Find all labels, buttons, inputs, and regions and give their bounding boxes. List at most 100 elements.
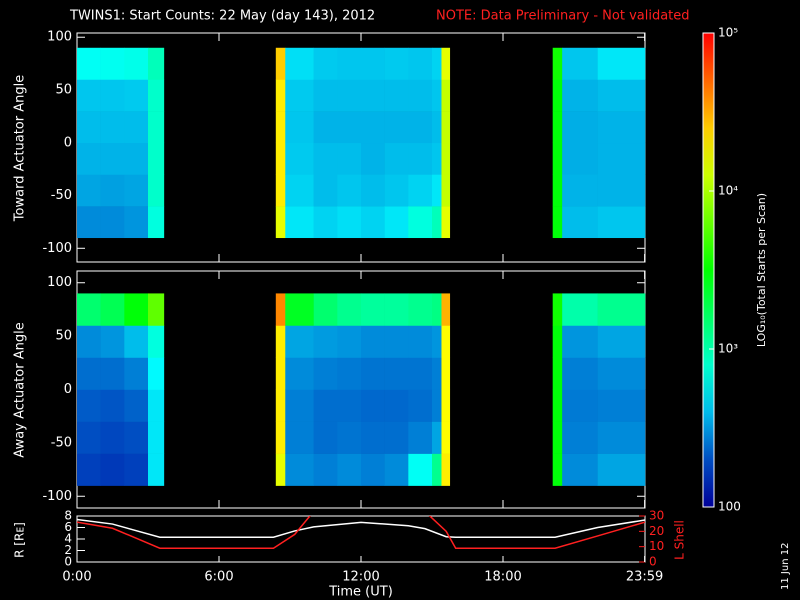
heatmap-cell (124, 174, 149, 207)
colorbar-tick-label: 100 (718, 500, 741, 514)
heatmap-cell (552, 206, 563, 239)
heatmap-cell (562, 453, 598, 486)
heatmap-cell (361, 389, 385, 422)
heatmap-cell (562, 389, 598, 422)
heatmap-cell (562, 357, 598, 390)
heatmap-cell (552, 79, 563, 112)
y-tick-label: 0 (64, 382, 72, 397)
heatmap-cell (77, 293, 101, 326)
x-tick-label: 0:00 (62, 570, 91, 585)
heatmap-cell (408, 174, 433, 207)
heatmap-cell (100, 325, 125, 358)
heatmap-cell (100, 111, 125, 144)
series-line (77, 516, 645, 549)
heatmap-cell (408, 79, 433, 112)
heatmap-cell (77, 142, 101, 175)
heatmap-cell (313, 325, 338, 358)
y2-axis-label: L Shell (673, 520, 687, 560)
heatmap-cell (361, 142, 385, 175)
heatmap-cell (148, 142, 165, 175)
heatmap-cell (337, 421, 362, 454)
heatmap-cell (148, 293, 165, 326)
heatmap-cell (337, 111, 362, 144)
heatmap-cell (408, 357, 433, 390)
heatmap-cell (597, 389, 646, 422)
heatmap-cell (597, 111, 646, 144)
heatmap-cell (384, 389, 409, 422)
heatmap-cell (552, 325, 563, 358)
heatmap-cell (384, 142, 409, 175)
heatmap-cell (100, 389, 125, 422)
heatmap-cell (77, 325, 101, 358)
y-tick-label: 0 (64, 555, 72, 569)
heatmap-cell (597, 206, 646, 239)
heatmap-cell (552, 357, 563, 390)
heatmap-cell (384, 293, 409, 326)
heatmap-cell (285, 389, 314, 422)
heatmap-cell (597, 453, 646, 486)
heatmap-cell (441, 357, 451, 390)
heatmap-cell (441, 453, 451, 486)
heatmap-cell (432, 453, 442, 486)
heatmap-cell (361, 206, 385, 239)
heatmap-cell (124, 293, 149, 326)
y-tick-label: -50 (51, 188, 72, 203)
colorbar (702, 32, 715, 508)
heatmap-cell (148, 47, 165, 80)
heatmap-cell (285, 174, 314, 207)
heatmap-cell (313, 111, 338, 144)
heatmap-cell (337, 325, 362, 358)
heatmap-cell (100, 453, 125, 486)
heatmap-cell (285, 206, 314, 239)
heatmap-cell (100, 79, 125, 112)
heatmap-cell (361, 325, 385, 358)
heatmap-cell (77, 79, 101, 112)
heatmap-cell (432, 111, 442, 144)
heatmap-cell (552, 174, 563, 207)
heatmap-cell (552, 142, 563, 175)
heatmap-cell (552, 47, 563, 80)
heatmap-cell (337, 357, 362, 390)
y-tick-label: -100 (42, 489, 72, 504)
heatmap-cell (100, 142, 125, 175)
heatmap-cell (313, 47, 338, 80)
heatmap-cell (384, 357, 409, 390)
heatmap-cell (275, 293, 286, 326)
heatmap-cell (337, 79, 362, 112)
y-tick-label: 2 (64, 543, 72, 557)
y2-tick-label: 20 (649, 524, 664, 538)
heatmap-cell (384, 325, 409, 358)
heatmap-cell (597, 47, 646, 80)
heatmap-cell (432, 293, 442, 326)
heatmap-cell (597, 174, 646, 207)
heatmap-cell (100, 206, 125, 239)
heatmap-cell (384, 206, 409, 239)
heatmap-cell (285, 142, 314, 175)
heatmap-cell (562, 142, 598, 175)
heatmap-cell (384, 79, 409, 112)
y-axis-label: Toward Actuator Angle (13, 75, 28, 222)
heatmap-cell (597, 293, 646, 326)
heatmap-cell (552, 293, 563, 326)
heatmap-cell (77, 357, 101, 390)
heatmap-cell (361, 174, 385, 207)
y-tick-label: 50 (55, 329, 72, 344)
heatmap-cell (285, 421, 314, 454)
heatmap-cell (124, 206, 149, 239)
heatmap-cell (432, 357, 442, 390)
heatmap-cell (384, 421, 409, 454)
heatmap-cell (361, 79, 385, 112)
heatmap-cell (148, 174, 165, 207)
y-tick-label: 8 (64, 509, 72, 523)
heatmap-cell (432, 325, 442, 358)
heatmap-cell (597, 325, 646, 358)
heatmap-cell (441, 111, 451, 144)
x-tick-label: 6:00 (204, 570, 233, 585)
heatmap-cell (275, 47, 286, 80)
heatmap-cell (432, 79, 442, 112)
heatmap-cell (313, 142, 338, 175)
y2-tick-label: 0 (649, 555, 657, 569)
heatmap-cell (384, 47, 409, 80)
heatmap-cell (285, 79, 314, 112)
heatmap-cell (361, 421, 385, 454)
